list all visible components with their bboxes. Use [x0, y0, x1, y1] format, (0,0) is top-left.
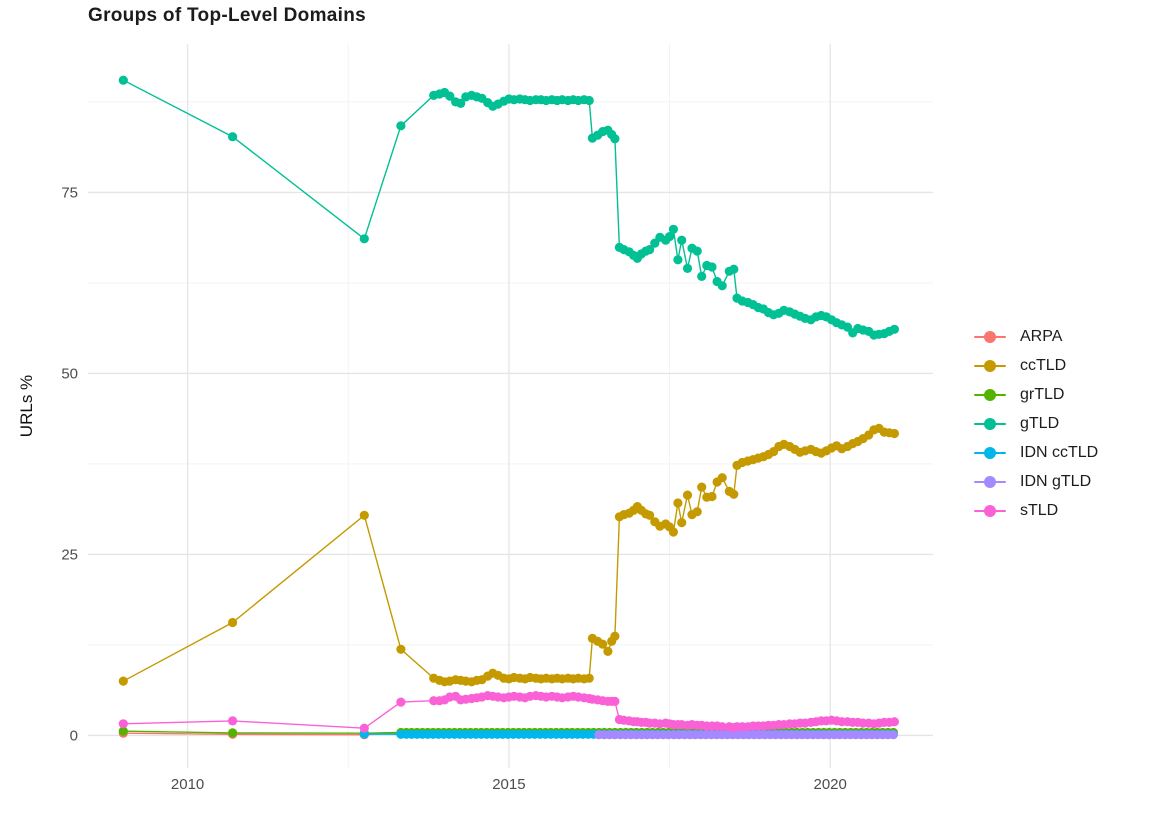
legend-item-arpa: ARPA — [972, 322, 1098, 351]
y-tick-label: 0 — [70, 727, 78, 744]
gridlines-major — [88, 44, 933, 768]
legend-label: ARPA — [1020, 327, 1063, 345]
legend-label: ccTLD — [1020, 356, 1067, 374]
series-cctld — [118, 423, 900, 687]
legend-label: grTLD — [1020, 385, 1065, 403]
legend-label: IDN gTLD — [1020, 472, 1092, 490]
legend-item-gtld: gTLD — [972, 409, 1098, 438]
legend-key-icon — [972, 359, 1008, 373]
x-tick-label: 2020 — [813, 776, 846, 793]
legend-label: gTLD — [1020, 414, 1060, 432]
x-tick-label: 2015 — [492, 776, 525, 793]
series-idn-gtld — [594, 730, 898, 740]
x-tick-label: 2010 — [171, 776, 204, 793]
legend-item-idn-cctld: IDN ccTLD — [972, 438, 1098, 467]
legend-key-icon — [972, 417, 1008, 431]
y-tick-label: 50 — [61, 365, 78, 382]
chart-title: Groups of Top-Level Domains — [88, 5, 366, 26]
axis-tick-labels: 2010 2015 2020 0 25 50 75 — [61, 184, 847, 793]
legend-item-stld: sTLD — [972, 496, 1098, 525]
legend-key-icon — [972, 475, 1008, 489]
y-tick-label: 75 — [61, 184, 78, 201]
gridlines-minor — [88, 44, 933, 768]
series-gtld — [118, 75, 900, 340]
legend-label: IDN ccTLD — [1020, 443, 1099, 461]
legend-item-cctld: ccTLD — [972, 351, 1098, 380]
y-axis-title: URLs % — [17, 374, 36, 438]
legend-key-icon — [972, 388, 1008, 402]
legend-key-icon — [972, 446, 1008, 460]
legend-item-idn-gtld: IDN gTLD — [972, 467, 1098, 496]
legend-key-icon — [972, 330, 1008, 344]
legend-label: sTLD — [1020, 501, 1059, 519]
legend-item-grtld: grTLD — [972, 380, 1098, 409]
legend: ARPA ccTLD grTLD gTLD IDN ccTLD IDN gTLD sTLD — [972, 322, 1098, 525]
series-stld — [118, 691, 900, 733]
y-tick-label: 25 — [61, 546, 78, 563]
legend-key-icon — [972, 504, 1008, 518]
